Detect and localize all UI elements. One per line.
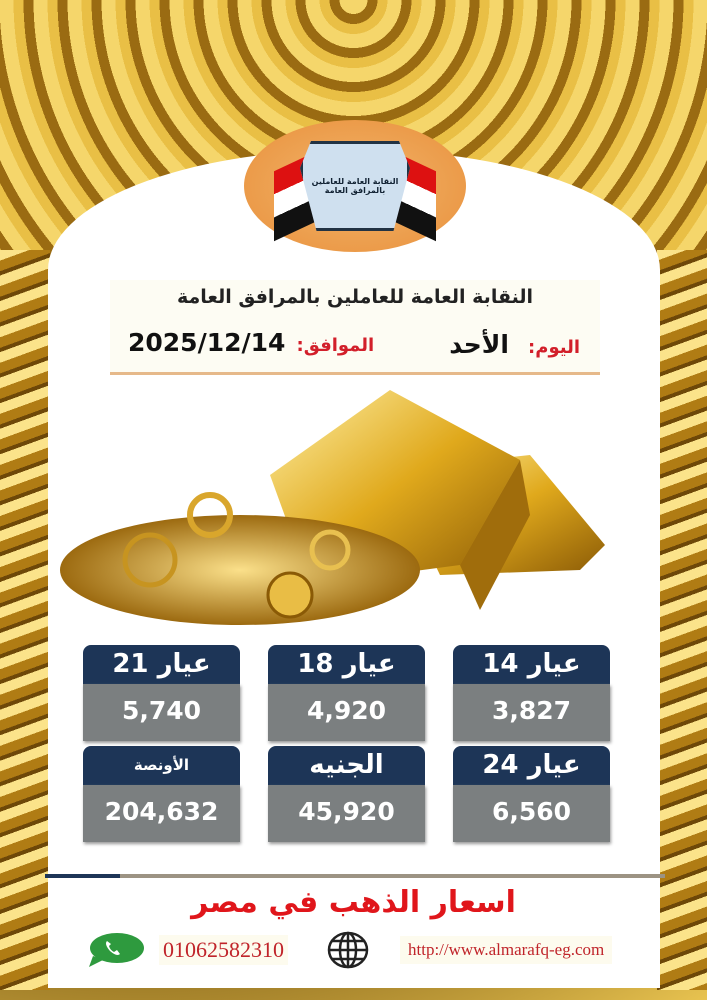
phone-contact: 01062582310 [85,930,288,970]
price-card-value: 204,632 [83,785,240,842]
date-label: الموافق: [296,335,375,356]
price-card-value: 4,920 [268,684,425,741]
price-card-label: عيار 24 [453,746,610,785]
price-card-label: الجنيه [268,746,425,785]
price-card-label: عيار 18 [268,645,425,684]
phone-number[interactable]: 01062582310 [159,935,288,965]
day-row: اليوم: الأحد [449,330,580,359]
day-value: الأحد [449,330,509,359]
price-card-gold-pound: الجنيه 45,920 [268,746,425,842]
price-card-karat-14: عيار 14 3,827 [453,645,610,741]
price-card-value: 45,920 [268,785,425,842]
footer-divider [45,874,665,878]
globe-icon [327,931,369,969]
header-box: النقابة العامة للعاملين بالمرافق العامة … [110,280,600,375]
date-value: 2025/12/14 [128,328,286,357]
left-twisted-column [0,250,50,990]
price-card-label: عيار 21 [83,645,240,684]
price-card-value: 3,827 [453,684,610,741]
price-card-value: 5,740 [83,684,240,741]
price-card-karat-21: عيار 21 5,740 [83,645,240,741]
price-card-value: 6,560 [453,785,610,842]
day-label: اليوم: [528,337,580,358]
gold-jewelry-pile [60,515,420,625]
right-twisted-column [657,250,707,990]
gold-bars-and-jewelry-image [60,390,605,625]
whatsapp-icon [89,933,144,967]
logo-badge: النقابة العامة للعاملين بالمرافق العامة [300,141,410,231]
footer-title: اسعار الذهب في مصر [191,885,516,920]
price-card-karat-18: عيار 18 4,920 [268,645,425,741]
price-card-label: الأونصة [83,746,240,785]
union-logo: النقابة العامة للعاملين بالمرافق العامة [244,120,466,252]
price-card-ounce: الأونصة 204,632 [83,746,240,842]
header-title: النقابة العامة للعاملين بالمرافق العامة [176,286,534,308]
website-contact: http://www.almarafq-eg.com [326,930,613,970]
price-card-label: عيار 14 [453,645,610,684]
date-row: الموافق: 2025/12/14 [128,328,374,357]
website-link[interactable]: http://www.almarafq-eg.com [400,936,613,964]
price-card-karat-24: عيار 24 6,560 [453,746,610,842]
